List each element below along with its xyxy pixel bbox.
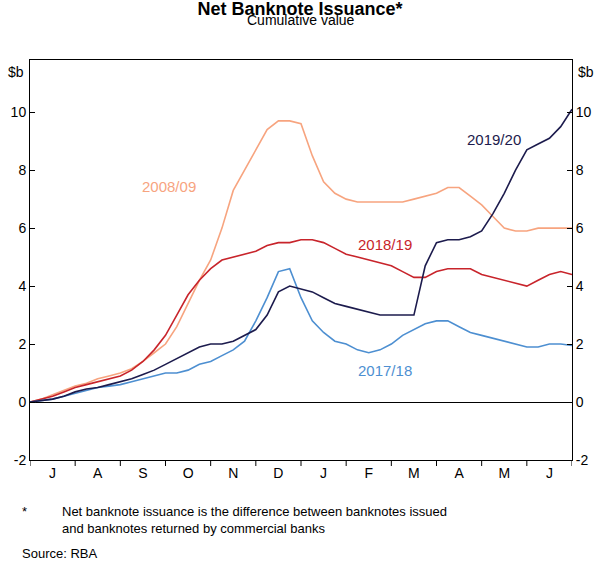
svg-text:M: M bbox=[408, 465, 420, 481]
svg-text:4: 4 bbox=[18, 278, 26, 294]
svg-text:10: 10 bbox=[11, 104, 27, 120]
svg-text:D: D bbox=[273, 465, 283, 481]
svg-text:4: 4 bbox=[576, 278, 584, 294]
svg-text:F: F bbox=[364, 465, 373, 481]
svg-text:Net Banknote Issuance*: Net Banknote Issuance* bbox=[197, 0, 402, 19]
svg-text:2019/20: 2019/20 bbox=[467, 131, 521, 148]
svg-text:2: 2 bbox=[18, 336, 26, 352]
svg-text:Net banknote issuance is the d: Net banknote issuance is the difference … bbox=[62, 504, 447, 536]
svg-text:2008/09: 2008/09 bbox=[142, 178, 196, 195]
svg-text:2018/19: 2018/19 bbox=[358, 236, 412, 253]
svg-text:2: 2 bbox=[576, 336, 584, 352]
svg-text:A: A bbox=[454, 465, 464, 481]
svg-text:Source: RBA: Source: RBA bbox=[22, 546, 97, 561]
svg-text:10: 10 bbox=[576, 104, 592, 120]
svg-text:6: 6 bbox=[576, 220, 584, 236]
svg-text:$b: $b bbox=[578, 64, 594, 80]
svg-text:N: N bbox=[228, 465, 238, 481]
svg-text:0: 0 bbox=[576, 394, 584, 410]
svg-text:0: 0 bbox=[18, 394, 26, 410]
svg-text:8: 8 bbox=[576, 162, 584, 178]
svg-text:S: S bbox=[138, 465, 147, 481]
svg-text:6: 6 bbox=[18, 220, 26, 236]
svg-text:-2: -2 bbox=[576, 452, 589, 468]
svg-text:Cumulative value: Cumulative value bbox=[247, 12, 355, 28]
svg-text:*: * bbox=[22, 504, 27, 519]
svg-text:J: J bbox=[320, 465, 327, 481]
svg-text:2017/18: 2017/18 bbox=[358, 362, 412, 379]
svg-text:8: 8 bbox=[18, 162, 26, 178]
svg-text:-2: -2 bbox=[14, 452, 27, 468]
svg-text:O: O bbox=[183, 465, 194, 481]
svg-text:J: J bbox=[546, 465, 553, 481]
svg-text:M: M bbox=[498, 465, 510, 481]
svg-text:A: A bbox=[93, 465, 103, 481]
svg-text:$b: $b bbox=[8, 64, 24, 80]
svg-text:J: J bbox=[49, 465, 56, 481]
